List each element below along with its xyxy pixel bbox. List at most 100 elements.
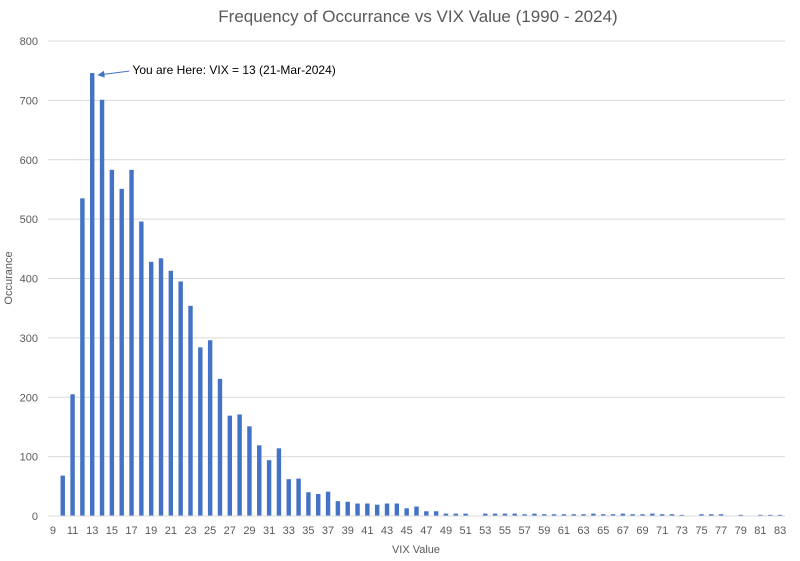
- bar-vix-67: [620, 513, 626, 517]
- x-tick-label: 37: [322, 525, 334, 537]
- bar-vix-14: [99, 99, 105, 516]
- y-axis-tick-labels: 0 100 200 300 400 500 600 700 800: [20, 36, 38, 523]
- bar-vix-57: [522, 514, 527, 516]
- bar-vix-46: [414, 506, 419, 516]
- bar-vix-77: [718, 514, 724, 516]
- y-tick-label: 300: [20, 333, 38, 345]
- bar-vix-13: [90, 73, 95, 516]
- x-tick-label: 61: [558, 525, 570, 537]
- bar-vix-71: [659, 514, 665, 516]
- bar-vix-59: [542, 514, 547, 516]
- bar-vix-18: [139, 221, 144, 516]
- x-tick-label: 25: [204, 525, 216, 537]
- x-tick-label: 43: [381, 525, 393, 537]
- bar-vix-81: [758, 514, 763, 516]
- bar-vix-29: [247, 426, 252, 516]
- bar-vix-30: [257, 445, 262, 516]
- bar-vix-16: [119, 188, 124, 516]
- bar-vix-23: [188, 305, 193, 516]
- bar-vix-47: [424, 511, 429, 516]
- x-tick-label: 49: [440, 525, 452, 537]
- bar-vix-60: [551, 514, 557, 516]
- annotation-arrow-line: [102, 70, 130, 75]
- x-tick-label: 75: [695, 525, 707, 537]
- chart-title: Frequency of Occurrance vs VIX Value (19…: [218, 7, 617, 26]
- x-tick-label: 79: [735, 525, 747, 537]
- x-tick-label: 45: [401, 525, 413, 537]
- x-tick-label: 53: [479, 525, 491, 537]
- x-tick-label: 55: [499, 525, 511, 537]
- gridlines: [48, 40, 785, 458]
- y-axis-title: Occurance: [3, 251, 15, 304]
- x-tick-label: 27: [224, 525, 236, 537]
- bar-vix-76: [709, 514, 714, 516]
- annotation-label: You are Here: VIX = 13 (21-Mar-2024): [132, 63, 335, 77]
- x-axis-title: VIX Value: [392, 544, 440, 556]
- x-tick-label: 29: [243, 525, 255, 537]
- bar-vix-45: [404, 508, 409, 516]
- bar-vix-19: [148, 261, 154, 517]
- x-tick-label: 15: [106, 525, 118, 537]
- bar-vix-48: [433, 511, 439, 516]
- bar-vix-21: [168, 270, 174, 516]
- bar-vix-33: [286, 479, 291, 516]
- bar-vix-62: [571, 514, 576, 516]
- bar-vix-70: [650, 513, 655, 517]
- bar-vix-65: [601, 514, 606, 516]
- you-are-here-annotation: You are Here: VIX = 13 (21-Mar-2024): [97, 63, 336, 78]
- x-tick-label: 67: [617, 525, 629, 537]
- x-tick-label: 17: [125, 525, 137, 537]
- bar-vix-79: [738, 514, 743, 516]
- x-tick-label: 35: [302, 525, 314, 537]
- x-tick-label: 31: [263, 525, 275, 537]
- y-tick-label: 600: [20, 155, 38, 167]
- x-tick-label: 59: [538, 525, 550, 537]
- y-tick-label: 0: [32, 511, 38, 523]
- bar-vix-42: [374, 504, 380, 516]
- bar-vix-64: [591, 513, 596, 517]
- bar-vix-32: [276, 448, 282, 516]
- bar-vix-31: [266, 460, 272, 516]
- bar-vix-25: [207, 340, 213, 516]
- bar-vix-49: [443, 513, 449, 517]
- y-tick-label: 400: [20, 274, 38, 286]
- bar-vix-56: [512, 513, 517, 517]
- bar-vix-27: [227, 415, 232, 516]
- bar-vix-26: [217, 378, 223, 516]
- x-tick-label: 65: [597, 525, 609, 537]
- bar-vix-22: [178, 281, 183, 516]
- bar-vix-44: [394, 503, 400, 516]
- x-tick-label: 21: [165, 525, 177, 537]
- bar-vix-37: [325, 491, 331, 516]
- bar-vix-24: [198, 347, 203, 517]
- bar-vix-75: [699, 514, 704, 516]
- bar-vix-61: [561, 514, 567, 516]
- x-tick-label: 39: [342, 525, 354, 537]
- bar-vix-63: [581, 514, 586, 516]
- bar-vix-35: [306, 492, 311, 516]
- annotation-arrow-head: [97, 70, 105, 78]
- bar-vix-11: [70, 394, 75, 516]
- bar-vix-39: [345, 501, 350, 516]
- bar-vix-41: [365, 503, 370, 516]
- bar-vix-82: [768, 514, 773, 516]
- y-tick-label: 700: [20, 95, 38, 107]
- x-tick-label: 83: [774, 525, 786, 537]
- bar-vix-12: [80, 198, 85, 516]
- x-tick-label: 63: [577, 525, 589, 537]
- x-tick-label: 47: [420, 525, 432, 537]
- x-axis-tick-labels: 9 11 13 15 17 19 21 23 25 27 29 31 33 35 37 39 41 43 45 47 4…: [50, 525, 786, 537]
- bar-vix-28: [237, 414, 242, 516]
- bar-vix-58: [532, 513, 537, 517]
- x-tick-label: 71: [656, 525, 668, 537]
- bar-vix-43: [384, 503, 390, 516]
- bar-vix-53: [483, 513, 488, 517]
- bar-vix-15: [109, 169, 115, 516]
- x-tick-label: 51: [460, 525, 472, 537]
- y-tick-label: 100: [20, 452, 38, 464]
- y-tick-label: 500: [20, 214, 38, 226]
- bar-vix-55: [502, 513, 508, 517]
- y-tick-label: 800: [20, 36, 38, 48]
- bar-vix-36: [316, 494, 321, 516]
